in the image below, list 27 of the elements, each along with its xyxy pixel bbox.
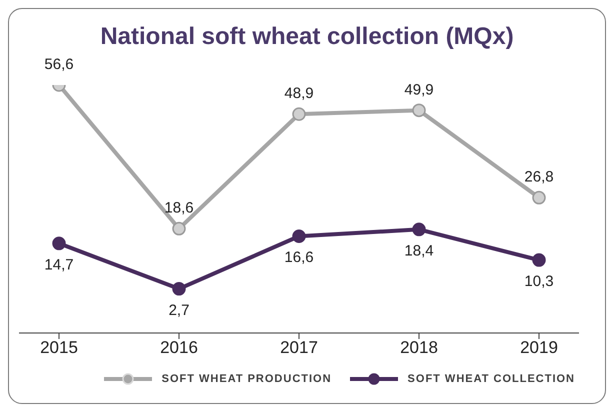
legend-label: SOFT WHEAT COLLECTION [408,373,575,385]
point [52,236,66,250]
x-tick-label: 2019 [520,338,558,358]
x-tick-label: 2015 [40,338,78,358]
data-label: 2,7 [168,302,190,319]
point [172,282,186,296]
point [172,222,186,236]
data-label: 16,6 [284,249,314,266]
point [292,107,306,121]
data-label: 18,4 [404,242,434,260]
data-label: 10,3 [524,273,554,290]
data-label: 56,6 [44,56,74,73]
chart-title: National soft wheat collection (MQx) [99,22,515,51]
point [412,222,426,236]
data-label: 26,8 [524,168,554,186]
legend-label: SOFT WHEAT PRODUCTION [162,373,332,385]
x-tick-label: 2018 [400,338,438,358]
point [532,190,546,204]
point [532,253,546,267]
data-label: 49,9 [404,81,434,98]
data-label: 48,9 [284,85,314,102]
x-tick-label: 2017 [280,338,318,358]
data-label: 14,7 [44,256,74,274]
data-label: 18,6 [164,200,194,217]
x-tick-label: 2016 [160,338,198,358]
point [292,229,306,243]
point [412,104,426,118]
